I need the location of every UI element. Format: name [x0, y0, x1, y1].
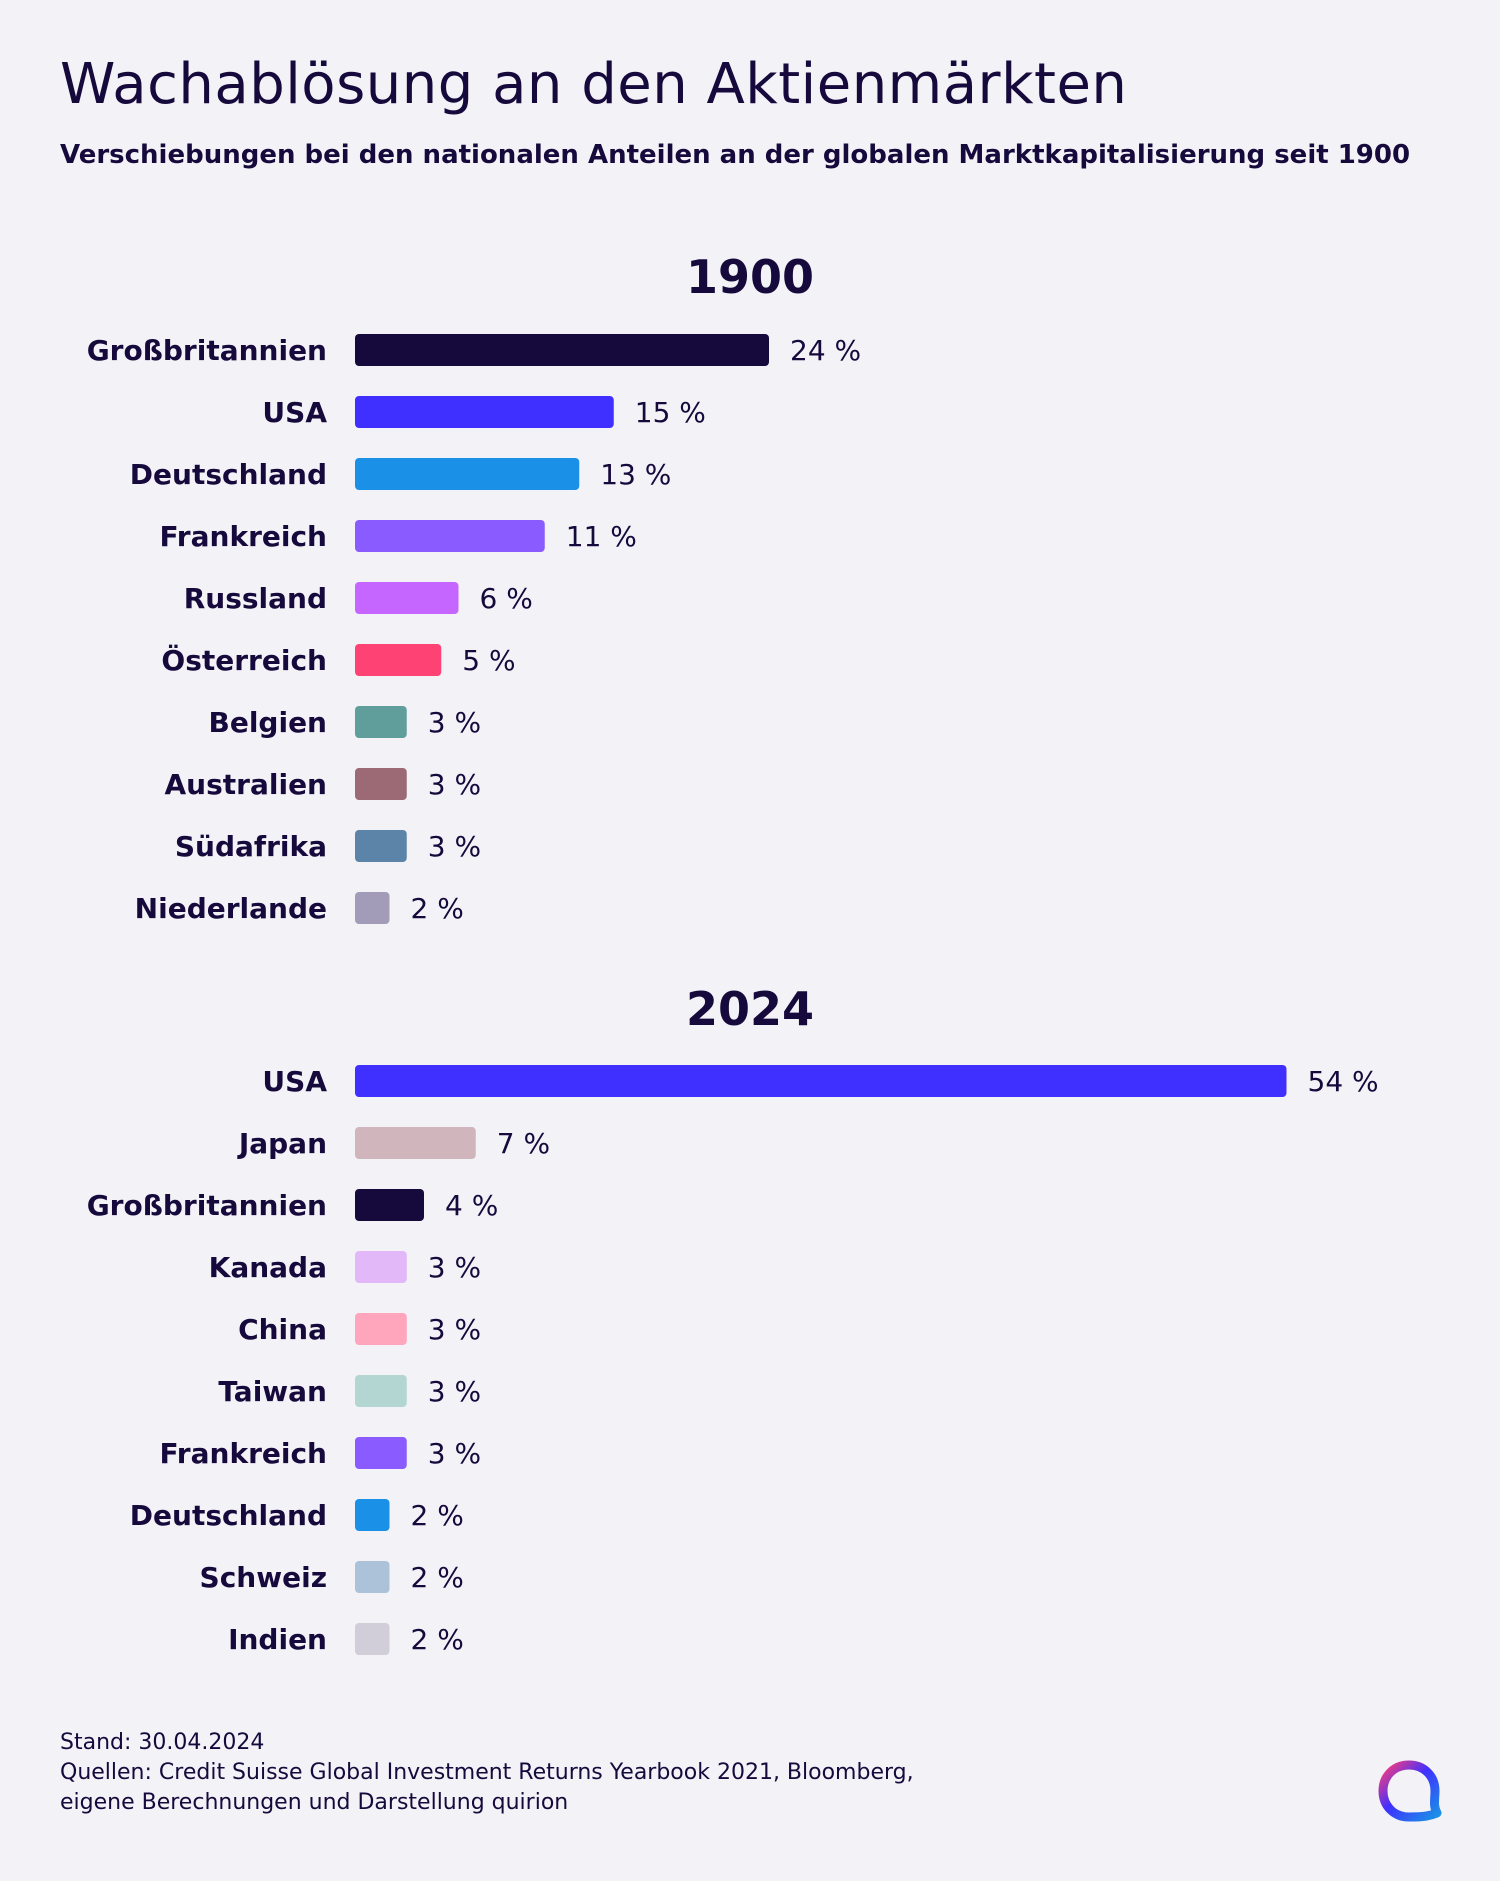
value-label: 15 %	[635, 396, 706, 429]
category-label: USA	[262, 396, 327, 429]
value-label: 3 %	[428, 706, 481, 739]
category-label: USA	[262, 1065, 327, 1098]
bar	[355, 644, 442, 676]
value-label: 5 %	[462, 644, 515, 677]
category-label: Frankreich	[159, 1437, 327, 1470]
chart-1900: 1900 Großbritannien 24 % USA 15 % Deutschland…	[87, 250, 861, 925]
value-label: 2 %	[411, 1561, 464, 1594]
bar	[355, 1375, 407, 1407]
bar	[355, 1623, 390, 1655]
bar	[355, 520, 545, 552]
value-label: 3 %	[428, 830, 481, 863]
category-label: Großbritannien	[87, 1189, 327, 1222]
bar	[355, 706, 407, 738]
category-label: Österreich	[161, 643, 327, 677]
category-label: Australien	[165, 768, 327, 801]
category-label: Großbritannien	[87, 334, 327, 367]
value-label: 24 %	[790, 334, 861, 367]
bar	[355, 458, 580, 490]
category-label: Belgien	[209, 706, 328, 739]
chart-year-title: 2024	[686, 982, 814, 1036]
value-label: 3 %	[428, 1251, 481, 1284]
footer-date: Stand: 30.04.2024	[60, 1730, 265, 1755]
value-label: 2 %	[411, 1623, 464, 1656]
bar	[355, 1313, 407, 1345]
value-label: 11 %	[566, 520, 637, 553]
category-label: Schweiz	[200, 1561, 327, 1594]
category-label: Russland	[184, 582, 327, 615]
bar	[355, 1065, 1287, 1097]
bar	[355, 1561, 390, 1593]
value-label: 2 %	[411, 1499, 464, 1532]
value-label: 3 %	[428, 1437, 481, 1470]
value-label: 13 %	[600, 458, 671, 491]
value-label: 3 %	[428, 1375, 481, 1408]
bar	[355, 396, 614, 428]
value-label: 3 %	[428, 1313, 481, 1346]
bar	[355, 1499, 390, 1531]
value-label: 6 %	[480, 582, 533, 615]
quirion-logo-icon	[1378, 1760, 1442, 1822]
category-label: Indien	[228, 1623, 327, 1656]
category-label: Kanada	[209, 1251, 327, 1284]
category-label: Taiwan	[218, 1375, 327, 1408]
value-label: 4 %	[445, 1189, 498, 1222]
category-label: Deutschland	[130, 458, 327, 491]
page-subtitle: Verschiebungen bei den nationalen Anteil…	[60, 140, 1411, 170]
category-label: China	[238, 1313, 327, 1346]
category-label: Niederlande	[135, 892, 327, 925]
category-label: Japan	[237, 1127, 327, 1160]
bar	[355, 334, 769, 366]
bar	[355, 1437, 407, 1469]
bar	[355, 892, 390, 924]
value-label: 2 %	[411, 892, 464, 925]
bar	[355, 1251, 407, 1283]
footer-sources: Quellen: Credit Suisse Global Investment…	[60, 1760, 914, 1785]
chart-2024: 2024 USA 54 % Japan 7 % Großbritannien 4 % Kana…	[87, 982, 1379, 1656]
bar	[355, 1127, 476, 1159]
value-label: 54 %	[1308, 1065, 1379, 1098]
footer-sources-cont: eigene Berechnungen und Darstellung quir…	[60, 1790, 569, 1815]
page-title: Wachablösung an den Aktienmärkten	[60, 52, 1128, 117]
value-label: 3 %	[428, 768, 481, 801]
chart-year-title: 1900	[686, 250, 814, 304]
category-label: Südafrika	[175, 830, 327, 863]
category-label: Frankreich	[159, 520, 327, 553]
bar	[355, 768, 407, 800]
category-label: Deutschland	[130, 1499, 327, 1532]
bar	[355, 830, 407, 862]
bar	[355, 582, 459, 614]
value-label: 7 %	[497, 1127, 550, 1160]
bar	[355, 1189, 424, 1221]
footer: Stand: 30.04.2024 Quellen: Credit Suisse…	[60, 1728, 914, 1818]
